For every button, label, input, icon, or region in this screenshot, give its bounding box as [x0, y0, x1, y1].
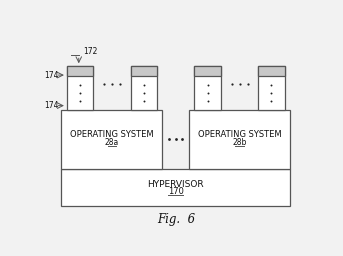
Text: 28a: 28a	[105, 138, 119, 147]
Bar	[67, 66, 93, 110]
Bar	[67, 66, 93, 76]
Text: OPERATING SYSTEM: OPERATING SYSTEM	[70, 130, 154, 139]
Text: 28b: 28b	[233, 138, 247, 147]
Text: 174: 174	[44, 71, 59, 80]
Text: HYPERVISOR: HYPERVISOR	[147, 180, 204, 189]
Bar	[131, 66, 157, 76]
Text: OPERATING SYSTEM: OPERATING SYSTEM	[198, 130, 281, 139]
Bar	[258, 66, 285, 76]
Text: 170: 170	[168, 187, 184, 196]
Text: 172: 172	[83, 47, 97, 56]
Text: Fig.  6: Fig. 6	[157, 214, 195, 227]
Bar	[194, 66, 221, 110]
Text: 174: 174	[44, 101, 59, 110]
Bar	[194, 66, 221, 76]
Bar	[131, 66, 157, 110]
Bar	[189, 110, 290, 169]
Bar	[258, 66, 285, 110]
Bar	[61, 110, 163, 169]
Bar	[61, 169, 290, 206]
